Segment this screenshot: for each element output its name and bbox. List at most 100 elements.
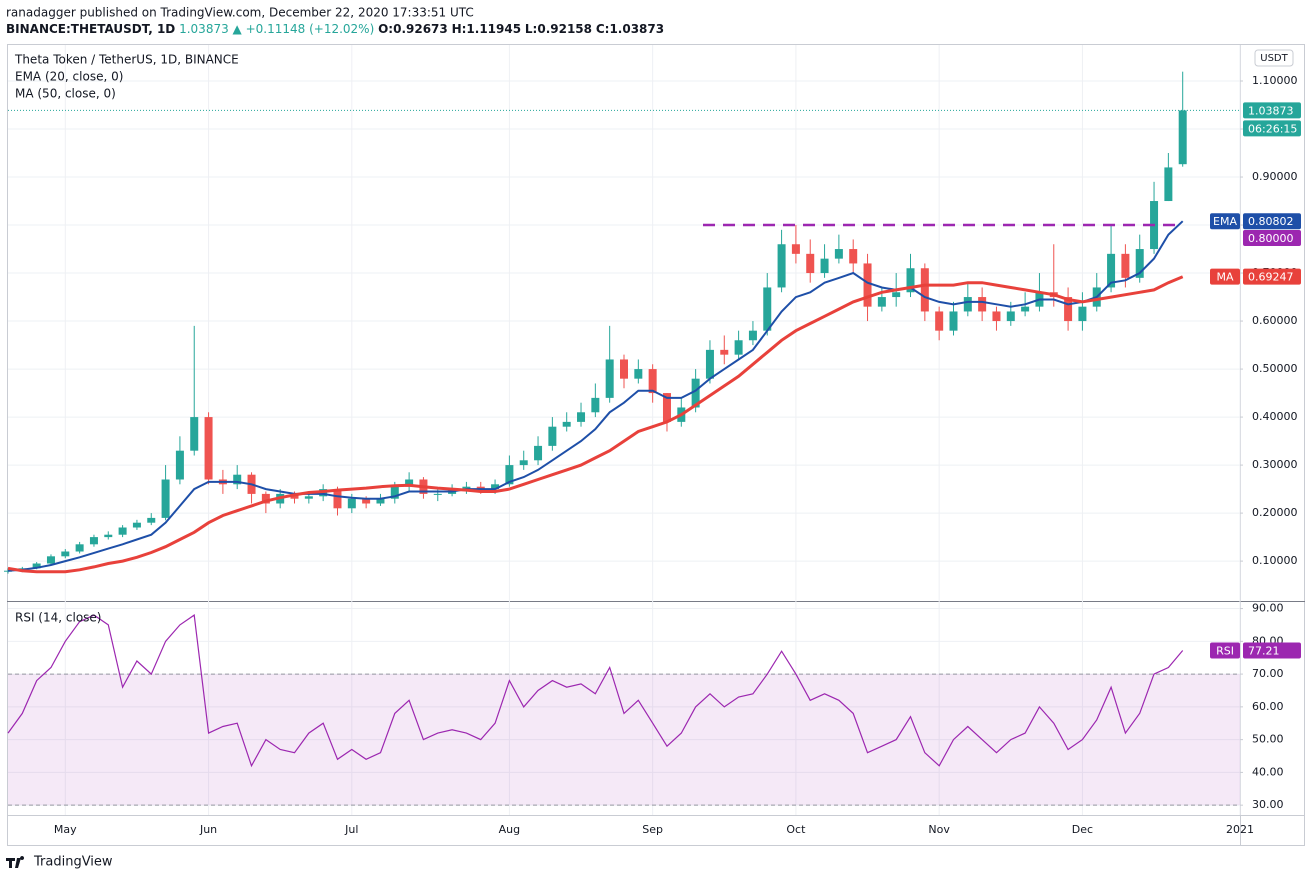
candle-body (491, 484, 500, 490)
candle-body (892, 292, 901, 298)
y-tick-label: 0.10000 (1252, 554, 1298, 567)
candle-body (949, 311, 958, 331)
series-tag: 0.80802 (1248, 215, 1294, 228)
candle-body (806, 253, 815, 274)
candle-body (433, 493, 442, 495)
currency: USDT (1260, 53, 1288, 64)
candle-body (304, 496, 313, 499)
y-tick-label: 0.20000 (1252, 506, 1298, 519)
x-tick-label: Dec (1072, 823, 1093, 836)
candle-body (89, 537, 98, 545)
candle-body (4, 570, 12, 572)
series-line (7, 220, 1184, 572)
candle-body (204, 417, 213, 480)
candle-body (190, 417, 199, 451)
candle-body (834, 249, 843, 259)
series-line (7, 275, 1184, 574)
x-tick-label: May (54, 823, 77, 836)
x-tick-label: 2021 (1226, 823, 1254, 836)
x-tick-label: Jul (344, 823, 358, 836)
candle-body (1107, 253, 1116, 288)
candle-body (261, 493, 270, 504)
y-tick-label: 90.00 (1252, 602, 1284, 615)
candle-body (820, 258, 829, 274)
candle-body (32, 563, 41, 569)
candle-body (462, 486, 471, 490)
candle-body (519, 460, 528, 466)
legend-entry: MA (50, close, 0) (15, 87, 116, 101)
candle-body (118, 527, 127, 535)
candle-body (920, 268, 929, 312)
ohlc-high: H:1.11945 (452, 22, 522, 36)
y-tick-label: 0.90000 (1252, 170, 1298, 183)
series-line (7, 614, 1184, 768)
last-price-tag-bg (1243, 102, 1301, 119)
y-tick-label: 60.00 (1252, 700, 1284, 713)
resistance-tag-bg (1243, 230, 1301, 247)
candle-body (333, 489, 342, 509)
series-tag-bg (1243, 268, 1301, 285)
candle-body (1078, 306, 1087, 322)
y-tick-label: 30.00 (1252, 798, 1284, 811)
y-tick-label: 40.00 (1252, 765, 1284, 778)
logo-mark (6, 856, 25, 868)
rsi-band (8, 674, 1240, 806)
y-tick-label: 1.10000 (1252, 74, 1298, 87)
candle-body (505, 465, 514, 485)
last-price-tag: 1.03873 (1248, 104, 1294, 117)
symbol: BINANCE:THETAUSDT, 1D (6, 22, 175, 36)
candle-body (534, 445, 543, 461)
series-tag-name-bg (1210, 213, 1240, 230)
candle-body (376, 498, 385, 504)
resistance-tag: 0.80000 (1248, 232, 1294, 245)
series-tag-name: MA (1216, 271, 1233, 284)
ohlc-open: O:0.92673 (378, 22, 448, 36)
candle-body (1135, 249, 1144, 278)
series-tag-bg (1243, 213, 1301, 230)
candle-body (935, 311, 944, 331)
x-tick-label: Nov (928, 823, 950, 836)
candle-body (132, 522, 141, 528)
x-tick-label: Sep (642, 823, 663, 836)
candle-body (161, 479, 170, 518)
series-tag-name: RSI (1216, 644, 1234, 657)
candle-body (863, 263, 872, 307)
legend-entry: RSI (14, close) (15, 611, 101, 625)
x-tick-label: Jun (199, 823, 217, 836)
candle-body (720, 349, 729, 355)
candle-body (648, 369, 657, 394)
x-tick-label: Oct (786, 823, 806, 836)
series-tag-name-bg (1210, 642, 1240, 659)
candle-body (662, 393, 671, 422)
candle-body (705, 349, 714, 379)
x-tick-label: Aug (499, 823, 520, 836)
publisher: ranadagger published on TradingView.com,… (6, 6, 474, 20)
series-tag-name-bg (1210, 268, 1240, 285)
brand-logo (6, 856, 25, 868)
candle-body (849, 249, 858, 264)
candle-body (75, 544, 84, 552)
candle-body (978, 297, 987, 312)
brand: TradingView (33, 855, 113, 870)
candle-body (347, 498, 356, 509)
candle-body (1021, 306, 1030, 312)
candle-body (1064, 297, 1073, 322)
chart-title: Theta Token / TetherUS, 1D, BINANCE (14, 53, 239, 67)
candle-body (877, 297, 886, 307)
candle-body (104, 534, 113, 538)
ohlc-low: L:0.92158 (525, 22, 592, 36)
countdown-tag-bg (1243, 120, 1301, 137)
countdown-tag: 06:26:15 (1248, 122, 1297, 135)
candle-body (577, 412, 586, 422)
ohlc-close: C:1.03873 (596, 22, 664, 36)
candle-body (620, 359, 628, 379)
candle-body (992, 311, 1001, 322)
candle-body (791, 244, 800, 254)
candle-body (147, 517, 156, 523)
series-tag: 77.21 (1248, 644, 1280, 657)
candle-body (963, 297, 972, 312)
candle-body (405, 479, 414, 487)
y-tick-label: 70.00 (1252, 667, 1284, 680)
